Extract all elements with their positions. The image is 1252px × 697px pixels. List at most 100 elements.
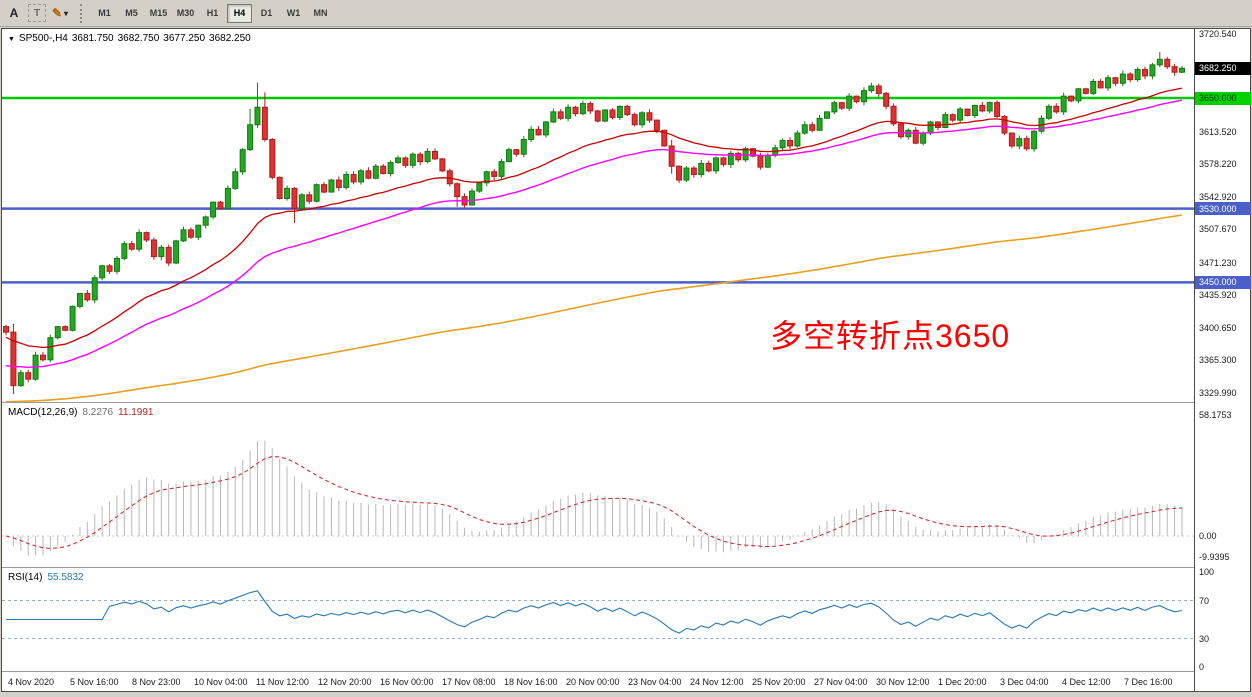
candle-body xyxy=(387,162,394,175)
candle-body xyxy=(557,111,564,119)
candle-body xyxy=(1016,138,1023,147)
timeframe-button-m5[interactable]: M5 xyxy=(125,8,138,18)
candle-body xyxy=(809,124,816,131)
rsi-scale-tick: 0 xyxy=(1199,662,1205,672)
candle-body xyxy=(254,106,261,126)
pane-separator[interactable] xyxy=(2,671,1250,672)
macd-scale-bottom: -9.9395 xyxy=(1199,551,1230,562)
toolbar-grip[interactable] xyxy=(80,3,84,23)
candle-body xyxy=(454,183,461,198)
candle-body xyxy=(395,157,401,164)
timeframe-button-w1[interactable]: W1 xyxy=(286,8,301,18)
candle-body xyxy=(520,139,527,155)
candle-body xyxy=(91,277,98,301)
candle-body xyxy=(343,174,350,188)
pane-separator[interactable] xyxy=(2,567,1250,568)
chart-window: ▼ SP500-,H4 3681.750 3682.750 3677.250 3682.2… xyxy=(1,28,1251,692)
candle-body xyxy=(565,106,572,119)
price-tick: 3720.540 xyxy=(1199,29,1237,39)
timeframe-button-h1[interactable]: H1 xyxy=(206,8,219,18)
rsi-scale-tick: 100 xyxy=(1199,567,1215,577)
candle-body xyxy=(128,243,135,250)
rsi-value: 55.5832 xyxy=(47,572,84,583)
candle-body xyxy=(269,139,276,178)
annotation-text[interactable]: 多空转折点3650 xyxy=(770,318,1011,354)
candle-body xyxy=(1053,105,1060,113)
candle-body xyxy=(121,243,128,259)
candle-body xyxy=(498,161,505,177)
text-tool-button[interactable]: T xyxy=(28,4,46,22)
candle-body xyxy=(409,153,416,166)
candle-body xyxy=(720,157,727,165)
candle-body xyxy=(217,201,224,210)
candle-body xyxy=(3,326,9,333)
candle-body xyxy=(350,174,357,183)
candle-body xyxy=(727,152,734,165)
price-scale[interactable]: 3720.540 3613.520 3578.220 3542.920 3507.670… xyxy=(1194,29,1251,691)
price-tick: 3613.520 xyxy=(1199,126,1237,137)
timeframe-button-m15[interactable]: M15 xyxy=(149,8,168,18)
candle-body xyxy=(158,246,165,258)
candle-body xyxy=(150,239,157,258)
candle-body xyxy=(816,117,823,131)
open-value: 3681.750 xyxy=(71,33,114,44)
candle-body xyxy=(713,157,720,172)
candle-body xyxy=(468,190,475,206)
candle-body xyxy=(912,129,919,144)
main-chart-canvas[interactable] xyxy=(2,29,1194,691)
candle-body xyxy=(54,326,61,339)
candle-body xyxy=(668,145,675,167)
timeframe-button-d1[interactable]: D1 xyxy=(260,8,273,18)
candle-body xyxy=(1008,132,1015,147)
candle-body xyxy=(180,229,187,242)
candle-body xyxy=(1171,66,1178,73)
candle-body xyxy=(550,111,557,123)
timeframe-button-m30[interactable]: M30 xyxy=(176,8,195,18)
candle-body xyxy=(358,170,365,183)
date-label: 30 Nov 12:00 xyxy=(876,677,930,687)
candle-body xyxy=(994,102,1001,117)
candle-body xyxy=(143,232,150,241)
candle-body xyxy=(1031,130,1038,150)
rsi-line xyxy=(6,590,1183,634)
pane-separator[interactable] xyxy=(2,402,1250,403)
candle-body xyxy=(424,150,431,163)
candle-body xyxy=(579,103,586,115)
timeframe-button-mn[interactable]: MN xyxy=(313,8,328,18)
candle-body xyxy=(964,108,971,117)
candle-body xyxy=(306,194,313,202)
candle-body xyxy=(187,229,194,238)
timeframe-button-m1[interactable]: M1 xyxy=(98,8,111,18)
candle-body xyxy=(971,104,978,117)
close-value: 3682.250 xyxy=(209,33,251,44)
candle-body xyxy=(76,292,83,307)
macd-scale-top: 58.1753 xyxy=(1199,409,1232,420)
candle-body xyxy=(1023,138,1030,150)
candle-body xyxy=(846,95,853,109)
candle-body xyxy=(860,90,867,103)
candle-body xyxy=(1001,115,1008,134)
draw-tool-button[interactable]: ✎ ▾ xyxy=(49,3,71,24)
rsi-indicator-name: RSI(14) xyxy=(8,572,43,583)
macd-indicator-name: MACD(12,26,9) xyxy=(8,407,78,418)
candle-body xyxy=(335,179,342,188)
candle-body xyxy=(1045,105,1052,119)
toolbar: A T ✎ ▾ M1 M5 M15 M30 H1 H4 D1 W1 MN xyxy=(0,0,1252,27)
chart-title: ▼ SP500-,H4 3681.750 3682.750 3677.250 3682.2… xyxy=(8,33,255,44)
candle-body xyxy=(202,216,209,226)
candle-body xyxy=(676,165,683,181)
candle-body xyxy=(957,108,964,121)
candle-body xyxy=(84,292,91,301)
candle-body xyxy=(39,354,46,361)
candle-body xyxy=(1105,77,1112,89)
chevron-down-icon: ▾ xyxy=(64,8,69,18)
macd-scale-zero: 0.00 xyxy=(1199,531,1217,542)
timeframe-button-h4[interactable]: H4 xyxy=(227,3,252,23)
candle-body xyxy=(505,149,512,163)
candle-body xyxy=(321,184,328,193)
candle-body xyxy=(365,170,372,179)
date-axis[interactable]: 4 Nov 2020 5 Nov 16:00 8 Nov 23:00 10 Nov 0… xyxy=(2,672,1194,691)
cursor-tool-button[interactable]: A xyxy=(9,6,19,20)
price-tick: 3435.920 xyxy=(1199,290,1237,301)
candle-body xyxy=(380,165,387,175)
